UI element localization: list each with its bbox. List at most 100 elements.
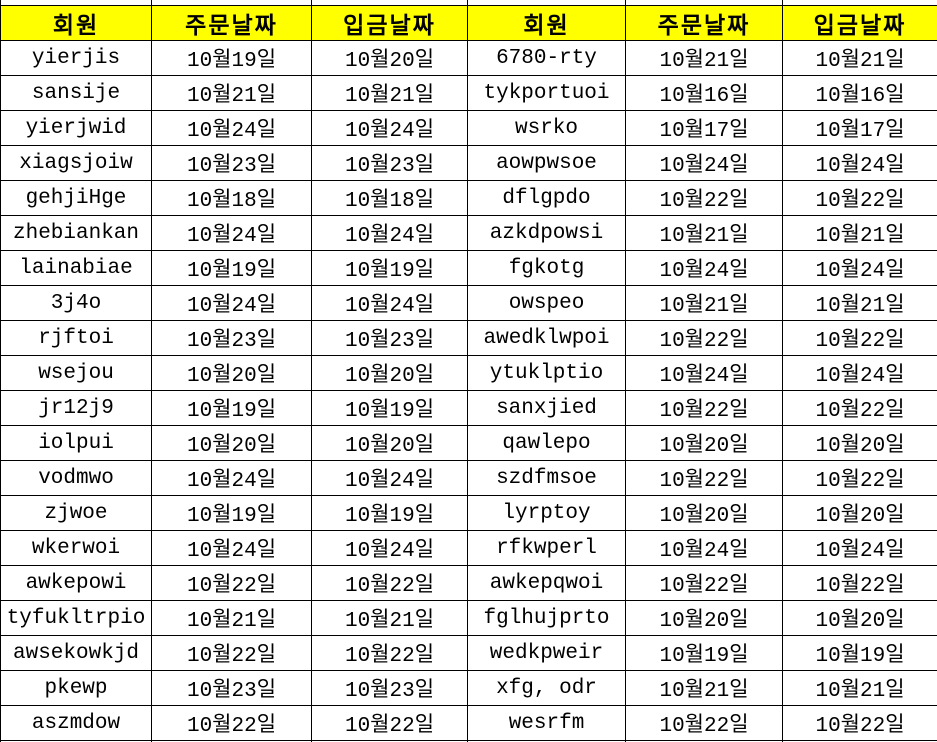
member-2-cell[interactable]: wsrko — [467, 110, 626, 146]
order-date-1-cell[interactable]: 10월19일 — [151, 250, 312, 286]
deposit-date-1-cell[interactable]: 10월22일 — [311, 705, 468, 741]
deposit-date-1-cell[interactable]: 10월20일 — [311, 425, 468, 461]
member-1-cell[interactable]: vodmwo — [0, 460, 152, 496]
order-date-2-cell[interactable]: 10월22일 — [625, 705, 783, 741]
deposit-date-2-cell[interactable]: 10월22일 — [782, 180, 937, 216]
member-2-cell[interactable]: 6780-rty — [467, 40, 626, 76]
order-date-1-cell[interactable]: 10월20일 — [151, 355, 312, 391]
member-2-cell[interactable]: wesrfm — [467, 705, 626, 741]
member-1-cell[interactable]: yierjwid — [0, 110, 152, 146]
order-date-2-cell[interactable]: 10월20일 — [625, 425, 783, 461]
order-date-1-cell[interactable]: 10월21일 — [151, 600, 312, 636]
order-date-1-cell[interactable]: 10월24일 — [151, 530, 312, 566]
deposit-date-2-cell[interactable]: 10월22일 — [782, 565, 937, 601]
order-date-1-cell[interactable]: 10월23일 — [151, 320, 312, 356]
order-date-1-cell[interactable]: 10월24일 — [151, 215, 312, 251]
deposit-date-2-cell[interactable]: 10월17일 — [782, 110, 937, 146]
member-1-cell[interactable]: lainabiae — [0, 250, 152, 286]
member-2-cell[interactable]: dflgpdo — [467, 180, 626, 216]
order-date-2-cell[interactable]: 10월16일 — [625, 75, 783, 111]
order-date-2-cell[interactable]: 10월22일 — [625, 460, 783, 496]
header-cell-deposit-date-2[interactable]: 입금날짜 — [782, 5, 937, 41]
deposit-date-1-cell[interactable]: 10월22일 — [311, 635, 468, 671]
header-cell-deposit-date-1[interactable]: 입금날짜 — [311, 5, 468, 41]
member-1-cell[interactable]: jr12j9 — [0, 390, 152, 426]
deposit-date-2-cell[interactable]: 10월20일 — [782, 600, 937, 636]
deposit-date-2-cell[interactable]: 10월19일 — [782, 635, 937, 671]
deposit-date-1-cell[interactable]: 10월24일 — [311, 460, 468, 496]
order-date-1-cell[interactable]: 10월19일 — [151, 390, 312, 426]
member-2-cell[interactable]: awkepqwoi — [467, 565, 626, 601]
deposit-date-2-cell[interactable]: 10월21일 — [782, 670, 937, 706]
member-1-cell[interactable]: tyfukltrpio — [0, 600, 152, 636]
header-cell-member-2[interactable]: 회원 — [467, 5, 626, 41]
order-date-1-cell[interactable]: 10월21일 — [151, 75, 312, 111]
member-2-cell[interactable]: rfkwperl — [467, 530, 626, 566]
deposit-date-2-cell[interactable]: 10월16일 — [782, 75, 937, 111]
member-2-cell[interactable]: azkdpowsi — [467, 215, 626, 251]
order-date-1-cell[interactable]: 10월20일 — [151, 425, 312, 461]
member-1-cell[interactable]: gehjiHge — [0, 180, 152, 216]
deposit-date-1-cell[interactable]: 10월19일 — [311, 390, 468, 426]
member-1-cell[interactable]: yierjis — [0, 40, 152, 76]
deposit-date-1-cell[interactable]: 10월21일 — [311, 600, 468, 636]
order-date-2-cell[interactable]: 10월21일 — [625, 670, 783, 706]
deposit-date-1-cell[interactable]: 10월18일 — [311, 180, 468, 216]
deposit-date-2-cell[interactable]: 10월24일 — [782, 145, 937, 181]
member-1-cell[interactable]: 3j4o — [0, 285, 152, 321]
deposit-date-2-cell[interactable]: 10월21일 — [782, 40, 937, 76]
order-date-2-cell[interactable]: 10월21일 — [625, 215, 783, 251]
deposit-date-1-cell[interactable]: 10월19일 — [311, 495, 468, 531]
member-1-cell[interactable]: iolpui — [0, 425, 152, 461]
member-1-cell[interactable]: pkewp — [0, 670, 152, 706]
deposit-date-2-cell[interactable]: 10월20일 — [782, 425, 937, 461]
member-1-cell[interactable]: sansije — [0, 75, 152, 111]
deposit-date-2-cell[interactable]: 10월22일 — [782, 460, 937, 496]
member-1-cell[interactable]: zhebiankan — [0, 215, 152, 251]
member-2-cell[interactable]: xfg, odr — [467, 670, 626, 706]
order-date-2-cell[interactable]: 10월22일 — [625, 320, 783, 356]
deposit-date-2-cell[interactable]: 10월24일 — [782, 355, 937, 391]
member-1-cell[interactable]: wsejou — [0, 355, 152, 391]
order-date-2-cell[interactable]: 10월20일 — [625, 600, 783, 636]
deposit-date-2-cell[interactable]: 10월24일 — [782, 530, 937, 566]
order-date-2-cell[interactable]: 10월21일 — [625, 40, 783, 76]
member-2-cell[interactable]: awedklwpoi — [467, 320, 626, 356]
order-date-1-cell[interactable]: 10월18일 — [151, 180, 312, 216]
header-cell-order-date-2[interactable]: 주문날짜 — [625, 5, 783, 41]
deposit-date-1-cell[interactable]: 10월22일 — [311, 565, 468, 601]
deposit-date-2-cell[interactable]: 10월22일 — [782, 390, 937, 426]
deposit-date-1-cell[interactable]: 10월21일 — [311, 75, 468, 111]
order-date-2-cell[interactable]: 10월22일 — [625, 565, 783, 601]
order-date-1-cell[interactable]: 10월24일 — [151, 460, 312, 496]
header-cell-order-date-1[interactable]: 주문날짜 — [151, 5, 312, 41]
member-2-cell[interactable]: lyrptoy — [467, 495, 626, 531]
member-1-cell[interactable]: rjftoi — [0, 320, 152, 356]
member-2-cell[interactable]: tykportuoi — [467, 75, 626, 111]
deposit-date-1-cell[interactable]: 10월24일 — [311, 215, 468, 251]
member-2-cell[interactable]: owspeo — [467, 285, 626, 321]
deposit-date-1-cell[interactable]: 10월24일 — [311, 285, 468, 321]
member-2-cell[interactable]: fgkotg — [467, 250, 626, 286]
order-date-2-cell[interactable]: 10월21일 — [625, 285, 783, 321]
member-1-cell[interactable]: awsekowkjd — [0, 635, 152, 671]
order-date-2-cell[interactable]: 10월22일 — [625, 180, 783, 216]
order-date-1-cell[interactable]: 10월22일 — [151, 635, 312, 671]
order-date-2-cell[interactable]: 10월22일 — [625, 390, 783, 426]
deposit-date-1-cell[interactable]: 10월24일 — [311, 530, 468, 566]
order-date-2-cell[interactable]: 10월19일 — [625, 635, 783, 671]
order-date-1-cell[interactable]: 10월24일 — [151, 285, 312, 321]
member-1-cell[interactable]: zjwoe — [0, 495, 152, 531]
deposit-date-2-cell[interactable]: 10월21일 — [782, 215, 937, 251]
order-date-1-cell[interactable]: 10월23일 — [151, 145, 312, 181]
deposit-date-1-cell[interactable]: 10월20일 — [311, 40, 468, 76]
member-1-cell[interactable]: aszmdow — [0, 705, 152, 741]
member-2-cell[interactable]: wedkpweir — [467, 635, 626, 671]
deposit-date-2-cell[interactable]: 10월22일 — [782, 320, 937, 356]
order-date-2-cell[interactable]: 10월20일 — [625, 495, 783, 531]
member-1-cell[interactable]: awkepowi — [0, 565, 152, 601]
deposit-date-2-cell[interactable]: 10월21일 — [782, 285, 937, 321]
order-date-2-cell[interactable]: 10월24일 — [625, 145, 783, 181]
deposit-date-1-cell[interactable]: 10월23일 — [311, 320, 468, 356]
order-date-1-cell[interactable]: 10월23일 — [151, 670, 312, 706]
